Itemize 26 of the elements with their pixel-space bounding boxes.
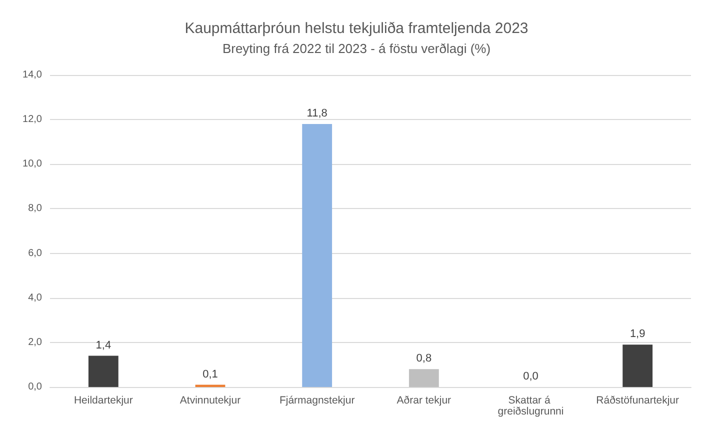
x-tick-label: Ráðstöfunartekjur (596, 394, 680, 406)
data-label: 0,1 (202, 368, 218, 380)
bar (622, 344, 653, 387)
data-label: 0,8 (416, 352, 432, 365)
y-tick-label: 10,0 (22, 158, 42, 170)
bar (408, 369, 439, 387)
data-label: 0,0 (523, 370, 538, 382)
y-tick-label: 14,0 (22, 70, 42, 80)
chart-title: Kaupmáttarþróun helstu tekjuliða framteljenda 2023 (184, 20, 528, 37)
y-tick-label: 6,0 (28, 248, 42, 259)
y-tick-label: 2,0 (28, 336, 42, 348)
bar (302, 124, 332, 387)
data-label: 11,8 (306, 108, 328, 120)
y-tick-label: 8,0 (28, 203, 42, 214)
y-tick-label: 4,0 (28, 292, 42, 304)
x-tick-label: Skattar á greiðslugrunni (498, 394, 564, 418)
x-tick-label: Aðrar tekjur (396, 394, 452, 406)
data-label: 1,4 (96, 339, 112, 352)
chart-subtitle: Breyting frá 2022 til 2023 - á föstu verðlagi (%) (222, 41, 491, 56)
y-tick-label: 12,0 (22, 114, 42, 126)
bar (88, 356, 118, 387)
x-tick-label: Atvinnutekjur (180, 394, 242, 406)
x-tick-label: Heildartekjur (74, 394, 134, 406)
data-label: 1,9 (630, 328, 646, 340)
x-tick-label: Fjármagnstekjur (279, 394, 356, 406)
y-tick-label: 0,0 (28, 382, 42, 392)
